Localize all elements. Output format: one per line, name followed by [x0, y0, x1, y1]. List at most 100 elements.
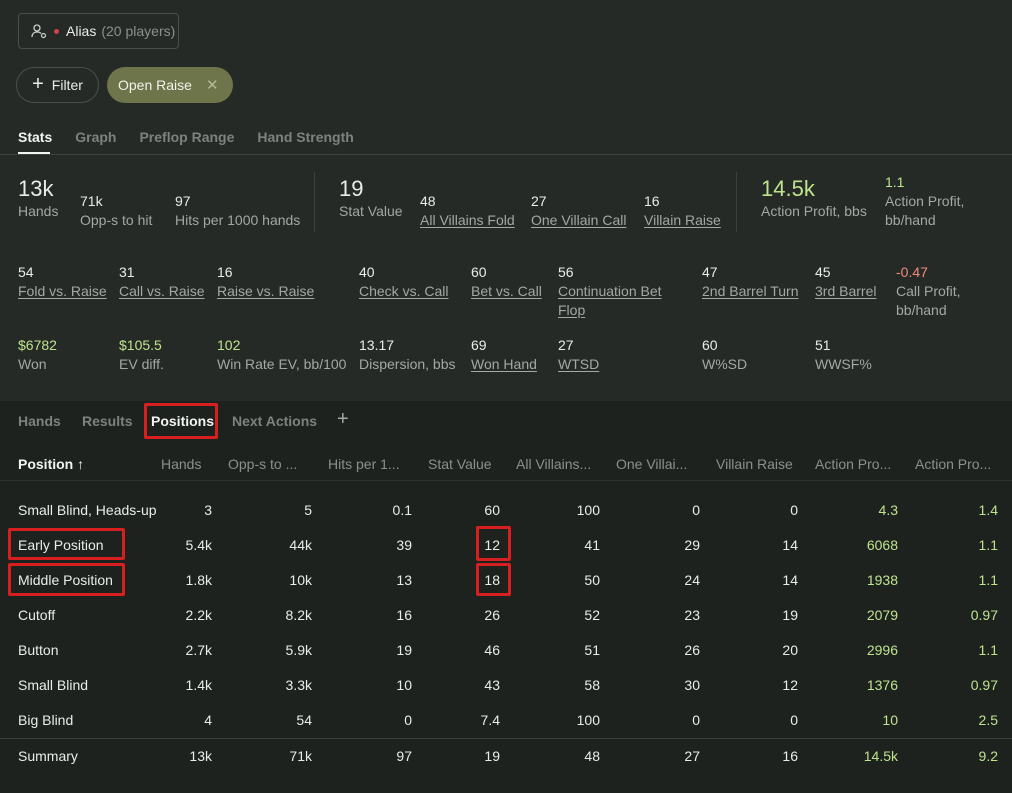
stat-value: 69 [471, 337, 487, 353]
stat-label: Dispersion, bbs [359, 356, 456, 372]
column-header-hands[interactable]: Hands [161, 456, 202, 472]
table-row[interactable]: Cutoff 2.2k 8.2k 16 26 52 23 19 2079 0.97 [0, 598, 1012, 633]
table-cell: 27 [684, 748, 700, 764]
table-cell: 58 [584, 677, 600, 693]
table-cell: 0.97 [970, 677, 998, 693]
position-name: Early Position [18, 537, 104, 553]
table-cell: 1.1 [978, 642, 998, 658]
column-header-stat-value[interactable]: Stat Value [428, 456, 492, 472]
table-row[interactable]: Small Blind, Heads-up 3 5 0.1 60 100 0 0 4.3 1.4 [0, 493, 1012, 528]
stat-all-villains-fold[interactable]: 48 All Villains Fold [420, 192, 515, 230]
table-cell: 4.3 [878, 502, 898, 518]
column-header-all-villains[interactable]: All Villains... [516, 456, 592, 472]
stat-hands: 13k Hands [18, 176, 58, 221]
tab-hands[interactable]: Hands [18, 413, 61, 429]
stat-link[interactable]: Bet vs. Call [471, 283, 542, 299]
stat-opps: 71k Opp-s to hit [80, 192, 152, 230]
column-header-action-profit[interactable]: Action Pro... [815, 456, 892, 472]
stat-link[interactable]: Won Hand [471, 356, 537, 372]
tab-positions[interactable]: Positions [151, 413, 215, 429]
table-row[interactable]: Early Position 5.4k 44k 39 12 41 29 14 6068 1.1 [0, 528, 1012, 563]
add-tab-button[interactable]: + [337, 408, 349, 430]
table-row[interactable]: Big Blind 4 54 0 7.4 100 0 0 10 2.5 [0, 703, 1012, 738]
summary-row[interactable]: Summary 13k 71k 97 19 48 27 16 14.5k 9.2 [0, 739, 1012, 774]
stat-link[interactable]: Call vs. Raise [119, 283, 205, 299]
stat-call-vs-raise[interactable]: 31 Call vs. Raise [119, 263, 205, 301]
table-cell: 1.8k [185, 572, 212, 588]
column-header-position[interactable]: Position ↑ [18, 456, 85, 472]
tab-graph[interactable]: Graph [75, 129, 117, 145]
stat-link[interactable]: 3rd Barrel [815, 283, 877, 299]
stat-wwsf: 51 WWSF% [815, 336, 872, 374]
tab-stats[interactable]: Stats [18, 129, 53, 145]
stats-panel [0, 0, 1012, 400]
stat-value: -0.47 [896, 264, 928, 280]
stat-one-villain-call[interactable]: 27 One Villain Call [531, 192, 626, 230]
column-header-villain-raise[interactable]: Villain Raise [716, 456, 793, 472]
table-cell: 8.2k [285, 607, 312, 623]
stat-link[interactable]: Continuation Bet [558, 283, 662, 299]
table-cell: 1.1 [978, 537, 998, 553]
alias-selector[interactable]: Alias (20 players) [18, 13, 179, 49]
stat-link[interactable]: 2nd Barrel Turn [702, 283, 799, 299]
stat-2nd-barrel-turn[interactable]: 47 2nd Barrel Turn [702, 263, 799, 301]
tab-results[interactable]: Results [82, 413, 133, 429]
stat-3rd-barrel[interactable]: 45 3rd Barrel [815, 263, 876, 301]
stat-link[interactable]: Raise vs. Raise [217, 283, 315, 299]
stat-bet-vs-call[interactable]: 60 Bet vs. Call [471, 263, 542, 301]
divider [736, 172, 737, 232]
position-name: Summary [18, 748, 78, 764]
table-cell: 60 [484, 502, 500, 518]
add-filter-button[interactable]: + Filter [16, 67, 99, 103]
tab-next-actions[interactable]: Next Actions [232, 413, 318, 429]
stat-value: 13.17 [359, 337, 395, 353]
stat-fold-vs-raise[interactable]: 54 Fold vs. Raise [18, 263, 107, 301]
stat-raise-vs-raise[interactable]: 16 Raise vs. Raise [217, 263, 314, 301]
stat-link[interactable]: Villain Raise [644, 212, 721, 228]
table-cell: 2.2k [185, 607, 212, 623]
position-name: Small Blind [18, 677, 89, 693]
table-cell: 100 [576, 502, 600, 518]
stat-value: 27 [558, 337, 574, 353]
table-row[interactable]: Small Blind 1.4k 3.3k 10 43 58 30 12 1376 0.97 [0, 668, 1012, 703]
stat-link[interactable]: Flop [558, 302, 586, 318]
tab-hand-strength[interactable]: Hand Strength [257, 129, 354, 145]
column-header-one-villain[interactable]: One Villai... [616, 456, 688, 472]
position-name: Button [18, 642, 59, 658]
tab-preflop-range[interactable]: Preflop Range [139, 129, 235, 145]
table-row[interactable]: Middle Position 1.8k 10k 13 18 50 24 14 1938 1.1 [0, 563, 1012, 598]
stat-action-profit-bb: 1.1 Action Profit, bb/hand [885, 173, 964, 230]
table-cell: 26 [684, 642, 700, 658]
stat-check-vs-call[interactable]: 40 Check vs. Call [359, 263, 448, 301]
stat-label: Opp-s to hit [80, 212, 153, 228]
stat-wtsd[interactable]: 27 WTSD [558, 336, 599, 374]
position-name: Small Blind, Heads-up [18, 502, 157, 518]
stat-value: 97 [175, 193, 191, 209]
stat-value: 31 [119, 264, 135, 280]
close-icon[interactable]: ✕ [205, 76, 219, 94]
stat-link[interactable]: WTSD [558, 356, 600, 372]
table-cell: 43 [484, 677, 500, 693]
column-header-hits[interactable]: Hits per 1... [328, 456, 400, 472]
stat-continuation-bet-flop[interactable]: 56 Continuation Bet Flop [558, 263, 662, 320]
column-header-action-profit-bb[interactable]: Action Pro... [915, 456, 992, 472]
stat-link[interactable]: Check vs. Call [359, 283, 449, 299]
table-cell: 51 [584, 642, 600, 658]
stat-link[interactable]: Fold vs. Raise [18, 283, 107, 299]
stat-label: Action Profit, [885, 193, 965, 209]
stat-value: 27 [531, 193, 547, 209]
table-row[interactable]: Button 2.7k 5.9k 19 46 51 26 20 2996 1.1 [0, 633, 1012, 668]
table-cell: 48 [584, 748, 600, 764]
column-header-opps[interactable]: Opp-s to ... [228, 456, 298, 472]
stat-won-hand[interactable]: 69 Won Hand [471, 336, 537, 374]
table-cell: 0 [692, 712, 700, 728]
stat-label: Hands [18, 203, 59, 219]
table-cell: 52 [584, 607, 600, 623]
stat-link[interactable]: One Villain Call [531, 212, 627, 228]
player-settings-icon [31, 23, 47, 39]
stat-link[interactable]: All Villains Fold [420, 212, 515, 228]
stat-dispersion: 13.17 Dispersion, bbs [359, 336, 456, 374]
stat-villain-raise[interactable]: 16 Villain Raise [644, 192, 721, 230]
stat-value: 40 [359, 264, 375, 280]
filter-chip-open-raise[interactable]: Open Raise ✕ [107, 67, 233, 103]
